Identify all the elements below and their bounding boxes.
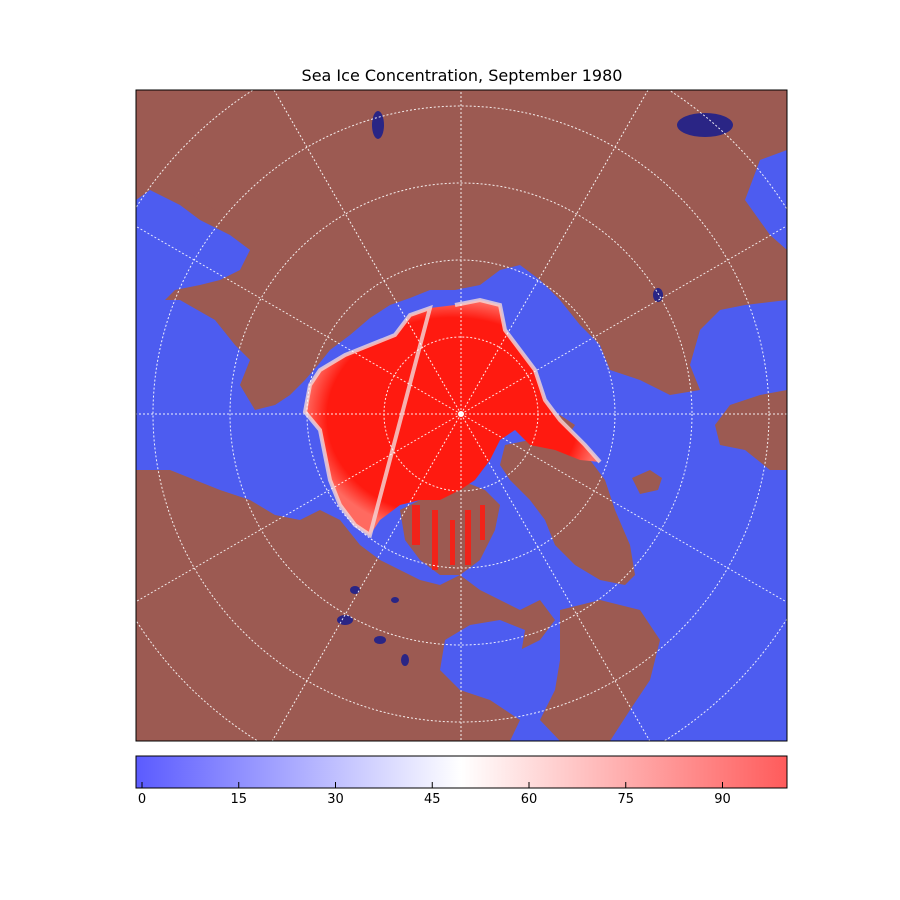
archipelago-ice	[412, 505, 485, 570]
lake	[374, 636, 386, 644]
lake	[653, 288, 663, 302]
landmass-scandinavia	[715, 390, 787, 470]
chart-title: Sea Ice Concentration, September 1980	[301, 66, 623, 85]
north-pole-marker	[458, 411, 464, 417]
colorbar-tick-label: 90	[714, 792, 731, 807]
meridian-line	[136, 413, 462, 603]
colorbar-tick-label: 75	[617, 792, 635, 807]
meridian-line	[460, 225, 787, 415]
lake	[391, 597, 399, 603]
lakes	[337, 111, 733, 666]
colorbar-tick-label: 30	[327, 792, 344, 807]
meridian-line	[460, 413, 787, 603]
colorbar-tick-label: 45	[423, 792, 441, 807]
meridian-line	[273, 90, 462, 415]
map-frame	[135, 89, 788, 742]
lake	[677, 113, 733, 137]
meridian-line	[460, 413, 651, 741]
lake	[350, 586, 360, 594]
colorbar	[135, 755, 788, 789]
landmass-chukotka	[136, 90, 300, 225]
land	[136, 90, 787, 741]
landmass-north-america	[136, 470, 555, 741]
lake	[401, 654, 409, 666]
landmass-iceland	[632, 470, 662, 494]
meridian-line	[136, 225, 462, 415]
lake	[372, 111, 384, 139]
meridian-line	[271, 413, 462, 741]
meridian-line	[460, 90, 649, 415]
landmass-greenland	[500, 440, 635, 585]
colorbar-tick-label: 0	[137, 792, 147, 807]
colorbar-tick-label: 60	[520, 792, 538, 807]
colorbar-ticks	[141, 782, 723, 788]
colorbar-tick-label: 15	[230, 792, 248, 807]
parallel-line	[229, 182, 693, 646]
